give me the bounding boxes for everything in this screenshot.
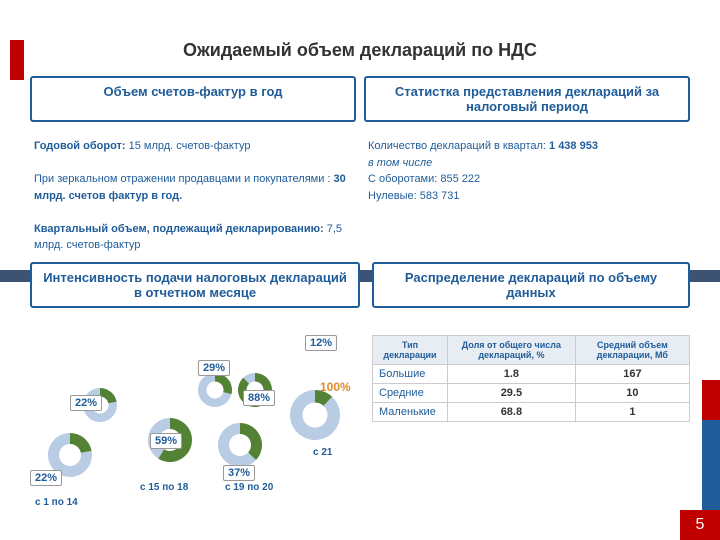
donut-pct-label: 22% bbox=[30, 470, 62, 486]
table-header-cell: Тип декларации bbox=[373, 335, 448, 364]
accent-red-right bbox=[702, 380, 720, 420]
callout-100: 100% bbox=[320, 380, 351, 394]
tr-l2-em: в том числе bbox=[368, 157, 432, 169]
table-cell: 68.8 bbox=[448, 402, 576, 421]
donut-period-label: с 15 по 18 bbox=[140, 482, 188, 493]
accent-blue-right bbox=[702, 420, 720, 520]
table-row: Большие1.8167 bbox=[373, 364, 690, 383]
donut-segment bbox=[215, 373, 232, 394]
table-cell: 1.8 bbox=[448, 364, 576, 383]
accent-red-left bbox=[10, 40, 24, 80]
table-cell: 10 bbox=[575, 383, 689, 402]
donut-pct-label: 59% bbox=[150, 433, 182, 449]
tl-l1-label: Годовой оборот: bbox=[34, 140, 129, 152]
page-number: 5 bbox=[680, 510, 720, 540]
tr-l1-label: Количество деклараций в квартал: bbox=[368, 140, 549, 152]
table-cell: 167 bbox=[575, 364, 689, 383]
br-header: Распределение деклараций по объему данны… bbox=[372, 262, 690, 308]
tr-l3: С оборотами: 855 222 bbox=[368, 173, 480, 185]
table-cell: 29.5 bbox=[448, 383, 576, 402]
table-row: Средние29.510 bbox=[373, 383, 690, 402]
donut-pct-label: 12% bbox=[305, 335, 337, 351]
donut-pct-label: 37% bbox=[223, 465, 255, 481]
distribution-table: Тип декларацииДоля от общего числа декла… bbox=[372, 335, 690, 422]
tr-body: Количество деклараций в квартал: 1 438 9… bbox=[364, 130, 690, 262]
tl-body: Годовой оборот: 15 млрд. счетов-фактур П… bbox=[30, 130, 356, 262]
bl-header: Интенсивность подачи налоговых деклараци… bbox=[30, 262, 360, 308]
table-cell: 1 bbox=[575, 402, 689, 421]
donut-pct-label: 88% bbox=[243, 390, 275, 406]
donut-pct-label: 22% bbox=[70, 395, 102, 411]
tl-l3-label: Квартальный объем, подлежащий деклариров… bbox=[34, 223, 327, 235]
table-cell: Средние bbox=[373, 383, 448, 402]
tl-l2: При зеркальном отражении продавцами и по… bbox=[34, 173, 334, 185]
table-header-cell: Средний объем декларации, Мб bbox=[575, 335, 689, 364]
donut-period-label: с 19 по 20 bbox=[225, 482, 273, 493]
donut-segment bbox=[100, 388, 117, 403]
tl-l1-val: 15 млрд. счетов-фактур bbox=[129, 140, 251, 152]
tr-l4: Нулевые: 583 731 bbox=[368, 190, 459, 202]
tr-l1-val: 1 438 953 bbox=[549, 140, 598, 152]
page-title: Ожидаемый объем деклараций по НДС bbox=[30, 40, 690, 61]
donut-period-label: с 1 по 14 bbox=[35, 497, 78, 508]
table-cell: Большие bbox=[373, 364, 448, 383]
donut-period-label: с 21 bbox=[313, 447, 332, 458]
tr-header: Статистка представления деклараций за на… bbox=[364, 76, 690, 122]
table-header-cell: Доля от общего числа деклараций, % bbox=[448, 335, 576, 364]
distribution-table-area: Тип декларацииДоля от общего числа декла… bbox=[372, 320, 690, 515]
donut-charts-area: 100% 22% 22% 59% 29% 37% 88% 12% с 1 по 14 с 15… bbox=[30, 320, 360, 515]
table-row: Маленькие68.81 bbox=[373, 402, 690, 421]
donut-segment bbox=[240, 423, 262, 460]
tl-header: Объем счетов-фактур в год bbox=[30, 76, 356, 122]
table-cell: Маленькие bbox=[373, 402, 448, 421]
donut-segment bbox=[70, 433, 92, 453]
donut-pct-label: 29% bbox=[198, 360, 230, 376]
